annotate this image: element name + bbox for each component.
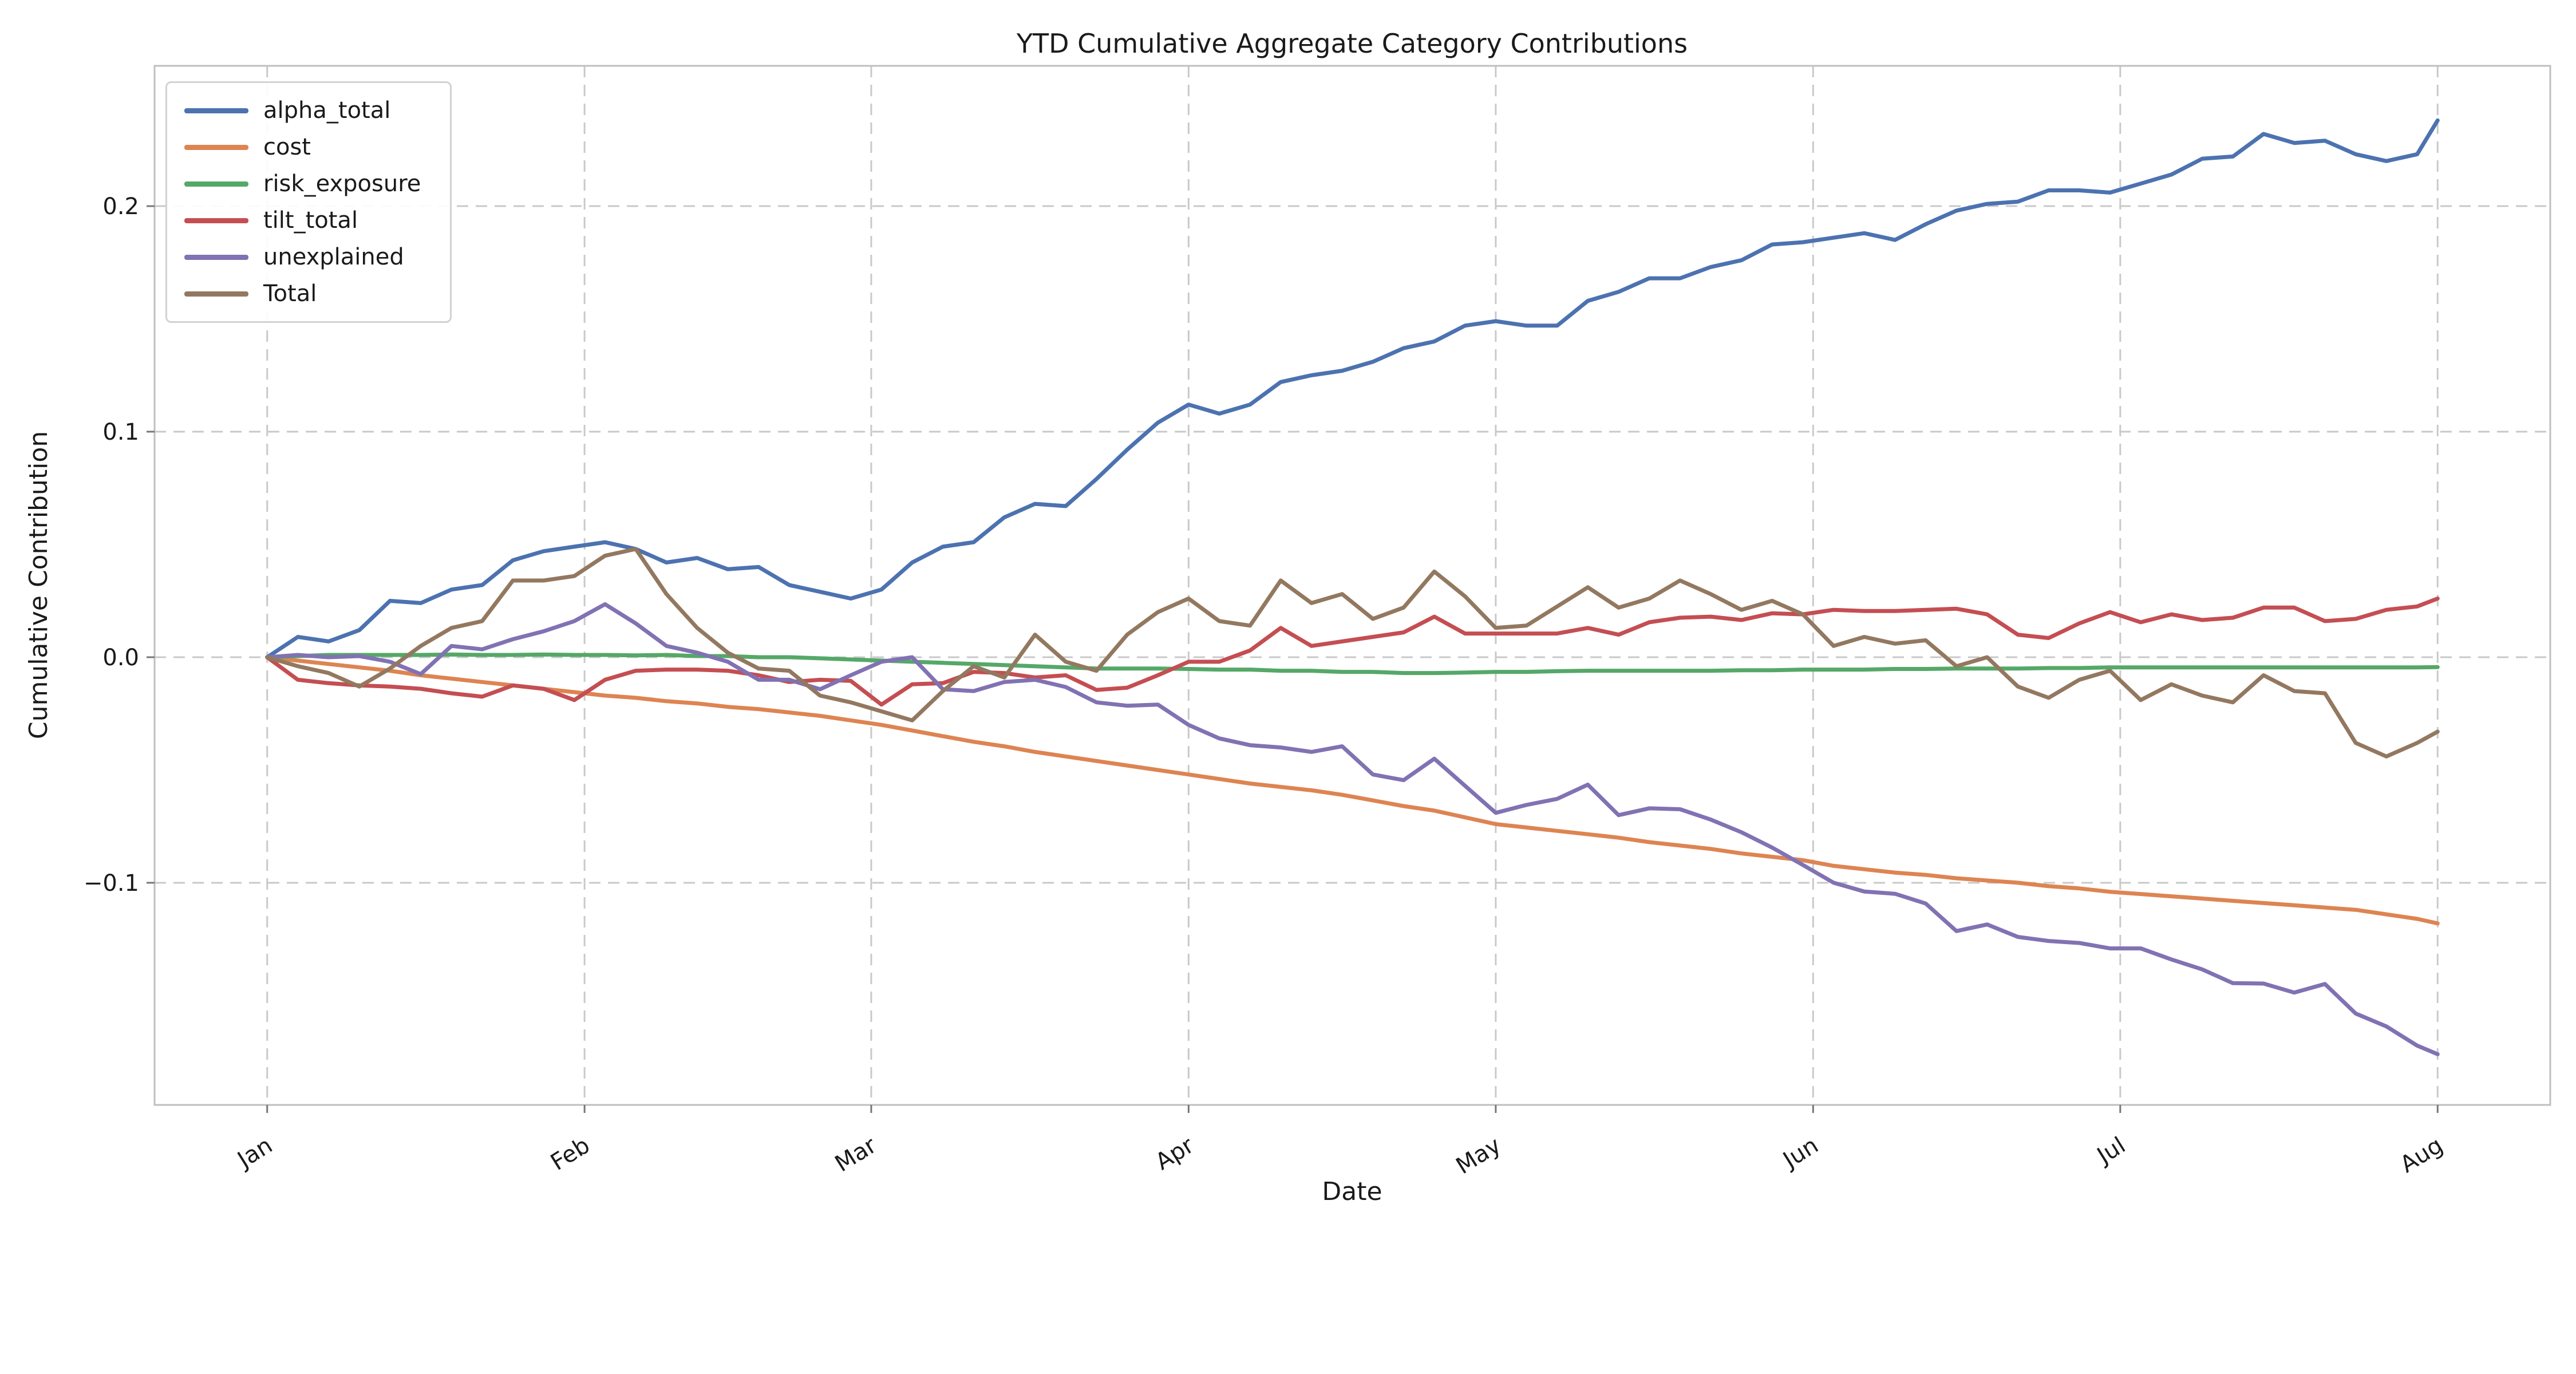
legend-swatch-unexplained: [184, 254, 248, 260]
series-line-unexplained: [265, 602, 2440, 1056]
chart-title: YTD Cumulative Aggregate Category Contri…: [1016, 28, 1688, 59]
series-line-cost: [265, 655, 2440, 926]
data-series-lines: [265, 118, 2440, 1056]
y-tick-label: 0.0: [102, 645, 139, 671]
x-tick-label: Mar: [831, 1132, 882, 1177]
legend-label: alpha_total: [263, 97, 391, 124]
y-tick-label: 0.1: [102, 419, 139, 445]
legend-swatch-cost: [184, 144, 248, 150]
series-line-tilt_total: [265, 597, 2440, 707]
axis-ticks: [147, 205, 2439, 1113]
legend-item-risk_exposure: risk_exposure: [184, 165, 450, 202]
legend-label: risk_exposure: [263, 171, 421, 197]
legend-label: Total: [263, 281, 317, 307]
legend-item-cost: cost: [184, 129, 450, 165]
x-axis-label: Date: [1322, 1177, 1382, 1206]
legend-item-alpha_total: alpha_total: [184, 92, 450, 129]
axis-tick-labels: Jan Feb Mar Apr May Jun Jul Aug −0.1 0.0 0.1 0.2: [84, 194, 2448, 1179]
legend-label: unexplained: [263, 244, 404, 270]
legend-swatch-alpha_total: [184, 108, 248, 113]
series-line-Total: [265, 547, 2440, 759]
x-tick-label: May: [1452, 1132, 1506, 1179]
x-tick-label: Jan: [232, 1132, 277, 1174]
y-tick-label: 0.2: [102, 194, 139, 220]
x-tick-label: Feb: [546, 1132, 594, 1176]
legend-item-Total: Total: [184, 275, 450, 312]
legend-item-unexplained: unexplained: [184, 239, 450, 275]
x-tick-label: Apr: [1151, 1132, 1199, 1175]
legend-item-tilt_total: tilt_total: [184, 202, 450, 239]
x-tick-label: Jul: [2091, 1132, 2130, 1170]
grid-lines: [155, 66, 2550, 1105]
x-tick-label: Jun: [1777, 1132, 1823, 1174]
y-tick-label: −0.1: [84, 870, 139, 897]
series-line-risk_exposure: [265, 652, 2440, 676]
legend-label: tilt_total: [263, 207, 358, 234]
plot-area-border: [153, 65, 2551, 1106]
legend-swatch-tilt_total: [184, 218, 248, 223]
x-tick-label: Aug: [2396, 1132, 2448, 1178]
y-axis-label: Cumulative Contribution: [24, 431, 53, 739]
legend-swatch-risk_exposure: [184, 181, 248, 187]
legend-label: cost: [263, 134, 311, 160]
series-line-alpha_total: [265, 118, 2440, 660]
legend-swatch-Total: [184, 291, 248, 297]
